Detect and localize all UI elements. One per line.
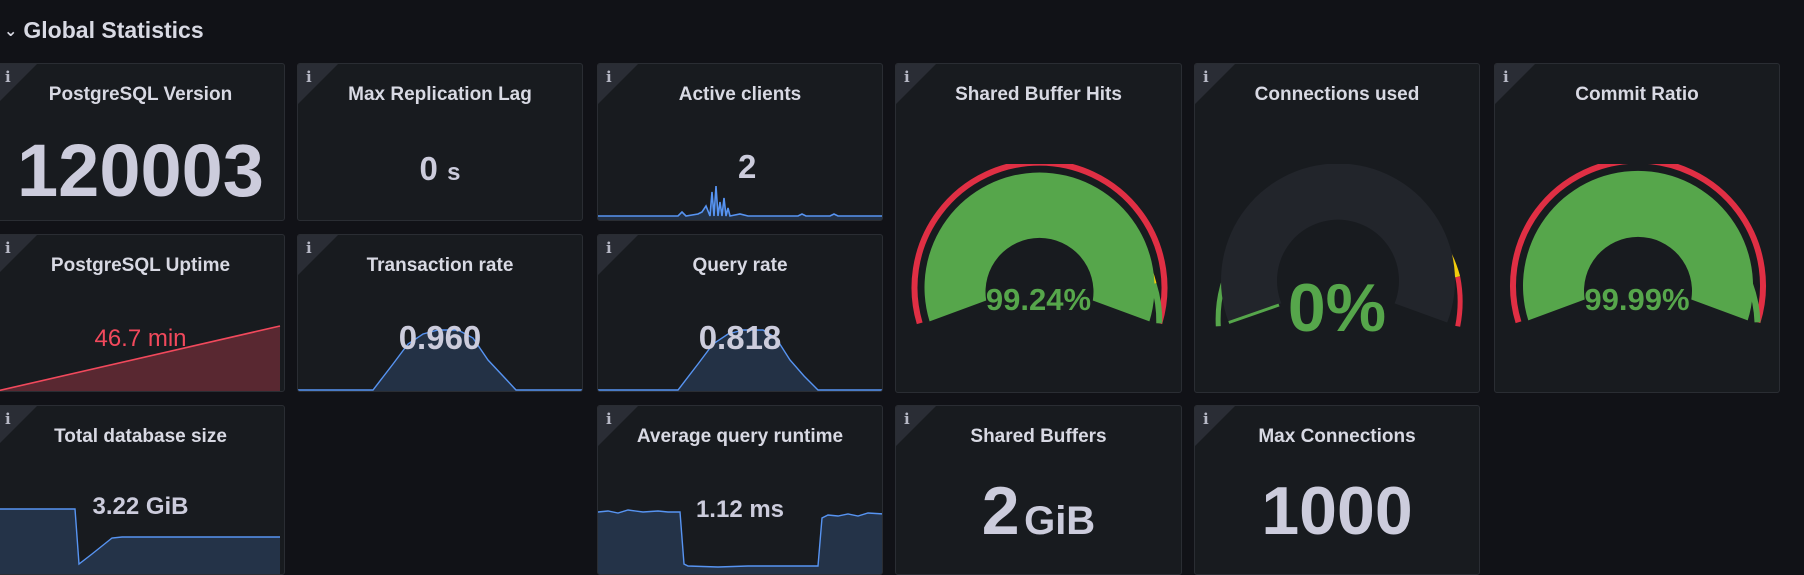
panel-commit-ratio[interactable]: i Commit Ratio 99.99%: [1494, 63, 1780, 393]
info-icon[interactable]: i: [306, 239, 312, 257]
info-corner: [1195, 64, 1235, 104]
panel-connections-used[interactable]: i Connections used 0%: [1194, 63, 1480, 393]
panel-title: Max Connections: [1258, 426, 1416, 447]
row-header-global-statistics[interactable]: ⌄ Global Statistics: [0, 10, 204, 50]
stat-unit: GiB: [1024, 499, 1096, 543]
panel-title: Shared Buffer Hits: [955, 84, 1122, 105]
info-icon[interactable]: i: [1203, 68, 1209, 86]
sparkline: [598, 185, 882, 220]
info-corner: [298, 64, 338, 104]
info-corner: [598, 406, 638, 446]
panel-average-query-runtime[interactable]: i Average query runtime 1.12 ms: [597, 405, 883, 575]
panel-max-replication-lag[interactable]: i Max Replication Lag 0 s: [297, 63, 583, 221]
info-corner: [598, 235, 638, 275]
panel-total-database-size[interactable]: i Total database size 3.22 GiB: [0, 405, 285, 575]
stat-unit: s: [447, 159, 461, 186]
panel-active-clients[interactable]: i Active clients 2: [597, 63, 883, 221]
panel-title: Query rate: [692, 255, 788, 276]
stat-value: 1.12 ms: [695, 496, 785, 523]
chevron-down-icon: ⌄: [4, 23, 18, 40]
panel-title: Max Replication Lag: [348, 84, 532, 105]
stat-value: 3.22 GiB: [92, 493, 189, 520]
stat-value: 0.960: [398, 319, 482, 356]
sparkline: [0, 325, 281, 391]
panel-title: Total database size: [54, 426, 227, 447]
panel-shared-buffers[interactable]: i Shared Buffers 2 GiB: [895, 405, 1182, 575]
stat-value-wrap: 2 GiB: [896, 472, 1181, 550]
info-icon[interactable]: i: [606, 410, 612, 428]
gauge: [911, 164, 1168, 325]
info-icon[interactable]: i: [306, 68, 312, 86]
info-corner: [1495, 64, 1535, 104]
panel-query-rate[interactable]: i Query rate 0.818: [597, 234, 883, 392]
gauge: [1510, 164, 1766, 324]
stat-value-wrap: 0 s: [298, 150, 582, 188]
row-title: Global Statistics: [23, 16, 204, 43]
panel-postgresql-uptime[interactable]: i PostgreSQL Uptime 46.7 min: [0, 234, 285, 392]
gauge: [1215, 164, 1463, 327]
sparkline: [298, 329, 582, 391]
sparkline: [0, 508, 280, 574]
info-corner: [896, 64, 936, 104]
stat-value: 2: [738, 148, 757, 185]
panel-title: PostgreSQL Uptime: [50, 255, 231, 276]
panel-title: Connections used: [1254, 84, 1420, 105]
info-icon[interactable]: i: [606, 68, 612, 86]
info-corner: [298, 235, 338, 275]
info-icon[interactable]: i: [904, 410, 910, 428]
stat-value: 2: [981, 473, 1020, 549]
stat-value: 46.7 min: [94, 325, 187, 352]
info-icon[interactable]: i: [606, 239, 612, 257]
panel-shared-buffer-hits[interactable]: i Shared Buffer Hits 99.24%: [895, 63, 1182, 393]
gauge-value: 0%: [1287, 270, 1387, 346]
panel-max-connections[interactable]: i Max Connections 1000: [1194, 405, 1480, 575]
panel-title: PostgreSQL Version: [48, 84, 233, 105]
sparkline: [598, 329, 882, 391]
info-corner: [1195, 406, 1235, 446]
panel-title: Commit Ratio: [1575, 84, 1699, 105]
panel-postgresql-version[interactable]: i PostgreSQL Version 120003: [0, 63, 285, 221]
gauge-value: 99.99%: [1584, 282, 1690, 317]
info-corner: [0, 64, 37, 104]
info-corner: [0, 235, 37, 275]
info-icon[interactable]: i: [5, 68, 11, 86]
panel-title: Average query runtime: [636, 426, 844, 447]
panel-transaction-rate[interactable]: i Transaction rate 0.960: [297, 234, 583, 392]
info-icon[interactable]: i: [5, 239, 11, 257]
info-icon[interactable]: i: [5, 410, 11, 428]
stat-value: 1000: [1261, 473, 1413, 549]
info-corner: [0, 406, 37, 446]
stat-value: 0: [419, 150, 438, 187]
gauge-value: 99.24%: [985, 282, 1092, 317]
info-icon[interactable]: i: [904, 68, 910, 86]
info-corner: [598, 64, 638, 104]
panel-title: Transaction rate: [366, 255, 514, 276]
panel-title: Active clients: [678, 84, 802, 105]
stat-value: 0.818: [698, 319, 782, 356]
info-icon[interactable]: i: [1203, 410, 1209, 428]
info-corner: [896, 406, 936, 446]
panel-title: Shared Buffers: [970, 426, 1107, 447]
stat-value: 120003: [17, 129, 264, 212]
info-icon[interactable]: i: [1503, 68, 1509, 86]
